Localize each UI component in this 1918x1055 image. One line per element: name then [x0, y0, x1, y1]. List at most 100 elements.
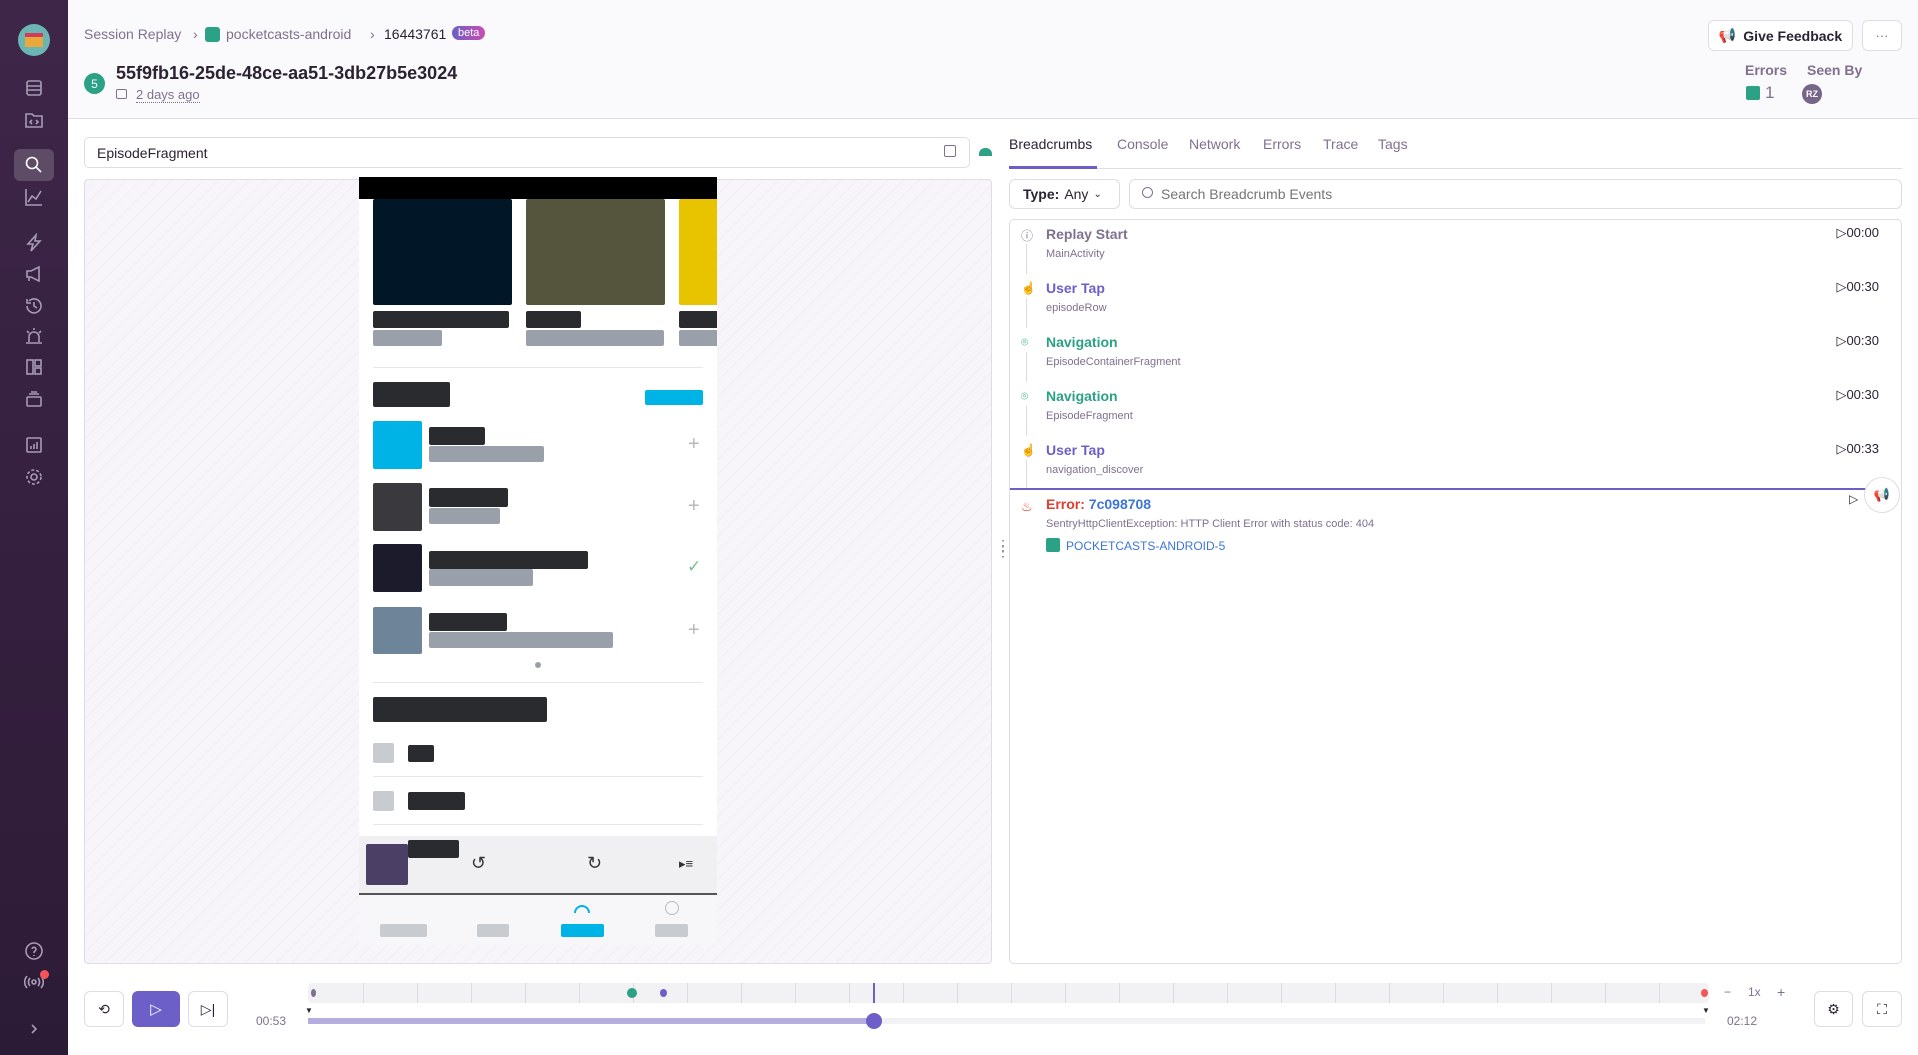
timeline-gridline	[957, 983, 958, 1003]
scrubber-track[interactable]	[308, 1018, 1705, 1024]
alerts-icon[interactable]	[20, 322, 48, 350]
tab-trace[interactable]: Trace	[1323, 136, 1359, 152]
breadcrumb-item[interactable]: ⌾ Navigation EpisodeContainerFragment ▷0…	[1010, 328, 1900, 382]
play-button[interactable]: ▷	[132, 991, 180, 1027]
megaphone-icon[interactable]	[20, 260, 48, 288]
search-input[interactable]	[1161, 184, 1881, 204]
masked-link	[645, 390, 703, 405]
timeline-marker-navigation[interactable]	[627, 988, 637, 998]
tab-network[interactable]: Network	[1189, 136, 1241, 152]
tap-icon: ☝	[1021, 443, 1036, 457]
error-id-link[interactable]: 7c098708	[1088, 496, 1152, 512]
artwork	[526, 199, 665, 305]
tab-errors[interactable]: Errors	[1263, 136, 1302, 152]
breadcrumb-item[interactable]: ⌾ Navigation EpisodeFragment ▷00:30	[1010, 382, 1900, 436]
search-icon[interactable]	[20, 151, 48, 179]
fullscreen-button[interactable]: ⛶	[1862, 991, 1902, 1027]
errors-count[interactable]: 1	[1765, 83, 1775, 102]
timeline-gridline	[525, 983, 526, 1003]
timeline-marker-error[interactable]	[1701, 989, 1708, 997]
breadcrumb-search[interactable]	[1129, 179, 1902, 209]
history-icon[interactable]	[20, 292, 48, 320]
play-from-icon[interactable]: ▷	[1849, 492, 1859, 506]
nav-label	[477, 924, 509, 937]
timeline-gridline	[795, 983, 796, 1003]
broadcast-icon[interactable]	[20, 968, 48, 996]
masked-text	[429, 488, 508, 507]
breadcrumb-session-replay[interactable]: Session Replay	[84, 26, 182, 42]
masked-text	[526, 311, 581, 328]
timeline-current-line	[873, 983, 875, 1003]
play-from-icon: ▷	[1836, 441, 1847, 456]
discover-icon[interactable]	[20, 385, 48, 413]
issue-link[interactable]: POCKETCASTS-ANDROID-5	[1066, 539, 1226, 553]
performance-icon[interactable]	[20, 183, 48, 211]
breadcrumb-timestamp[interactable]: ▷00:30	[1836, 387, 1879, 403]
timestamp-text: 00:30	[1846, 387, 1879, 402]
feedback-megaphone-button[interactable]: 📢	[1864, 477, 1900, 513]
masked-text	[679, 311, 717, 328]
breadcrumb-timestamp[interactable]: ▷00:30	[1836, 279, 1879, 295]
breadcrumb-project[interactable]: pocketcasts-android	[226, 26, 352, 42]
help-icon[interactable]	[20, 937, 48, 965]
stats-icon[interactable]	[20, 431, 48, 459]
artwork	[679, 199, 717, 305]
current-url-field[interactable]: EpisodeFragment	[84, 137, 970, 168]
breadcrumb-description: navigation_discover	[1046, 464, 1144, 476]
timeline-gridline	[1389, 983, 1390, 1003]
masked-text	[526, 330, 664, 346]
avatar[interactable]: RZ	[1802, 84, 1822, 104]
zoom-in-button[interactable]: +	[1777, 984, 1786, 1000]
timeline-gridline	[471, 983, 472, 1003]
copy-icon[interactable]	[944, 145, 956, 157]
plus-icon: +	[688, 619, 700, 641]
timeline-gridline	[1119, 983, 1120, 1003]
dashboards-icon[interactable]	[20, 353, 48, 381]
breadcrumb-item[interactable]: ⓘ Replay Start MainActivity ▷00:00	[1010, 220, 1900, 274]
scrubber-handle[interactable]	[865, 1013, 882, 1029]
breadcrumb-item[interactable]: ☝ User Tap navigation_discover ▷00:33	[1010, 436, 1900, 490]
timeline-connector	[1026, 406, 1027, 436]
releases-icon[interactable]	[20, 229, 48, 257]
settings-icon[interactable]	[20, 463, 48, 491]
timestamp-text: 00:00	[1846, 225, 1879, 240]
tab-console[interactable]: Console	[1117, 136, 1169, 152]
org-logo[interactable]	[18, 24, 50, 56]
type-filter-dropdown[interactable]: Type: Any ⌄	[1009, 179, 1120, 209]
breadcrumb-timestamp[interactable]: ▷00:33	[1836, 441, 1879, 457]
masked-heading	[373, 382, 450, 407]
collapse-chevron-icon[interactable]	[20, 1015, 48, 1043]
next-breadcrumb-button[interactable]: ▷|	[188, 991, 228, 1027]
chevron-right-icon: ›	[370, 26, 375, 42]
thumbnail	[366, 844, 408, 885]
resize-handle[interactable]: ⋮ ⋮	[996, 537, 1010, 559]
error-title[interactable]: Error: 7c098708	[1046, 496, 1151, 512]
error-fire-icon: ♨	[1021, 499, 1033, 514]
timeline-gridline	[417, 983, 418, 1003]
more-options-button[interactable]: ···	[1862, 20, 1902, 51]
breadcrumb-timestamp[interactable]: ▷00:00	[1836, 225, 1879, 241]
tab-breadcrumbs[interactable]: Breadcrumbs	[1009, 136, 1093, 152]
timeline-marker[interactable]	[311, 989, 316, 997]
masked-text	[373, 330, 442, 346]
issues-icon[interactable]	[20, 74, 48, 102]
settings-button[interactable]: ⚙	[1814, 991, 1853, 1027]
give-feedback-button[interactable]: 📢 Give Feedback	[1708, 20, 1853, 51]
timeline-minimap[interactable]	[308, 983, 1709, 1003]
breadcrumb-timestamp[interactable]: ▷00:30	[1836, 333, 1879, 349]
breadcrumb-item[interactable]: ☝ User Tap episodeRow ▷00:30	[1010, 274, 1900, 328]
zoom-out-button[interactable]: −	[1724, 985, 1732, 999]
tab-tags[interactable]: Tags	[1378, 136, 1408, 152]
timeline-gridline	[1011, 983, 1012, 1003]
timeline-marker-tap[interactable]	[660, 989, 667, 997]
seen-by-label: Seen By	[1807, 62, 1863, 78]
breadcrumb-title: User Tap	[1046, 442, 1105, 458]
masked-heading	[373, 697, 547, 722]
masked-text	[429, 508, 500, 524]
timeline-gridline	[903, 983, 904, 1003]
forward-icon: ↻	[587, 853, 603, 873]
projects-icon[interactable]	[20, 106, 48, 134]
nav-label	[561, 924, 604, 937]
masked-text	[408, 792, 465, 810]
rewind-10s-button[interactable]: ⟲	[84, 991, 124, 1027]
